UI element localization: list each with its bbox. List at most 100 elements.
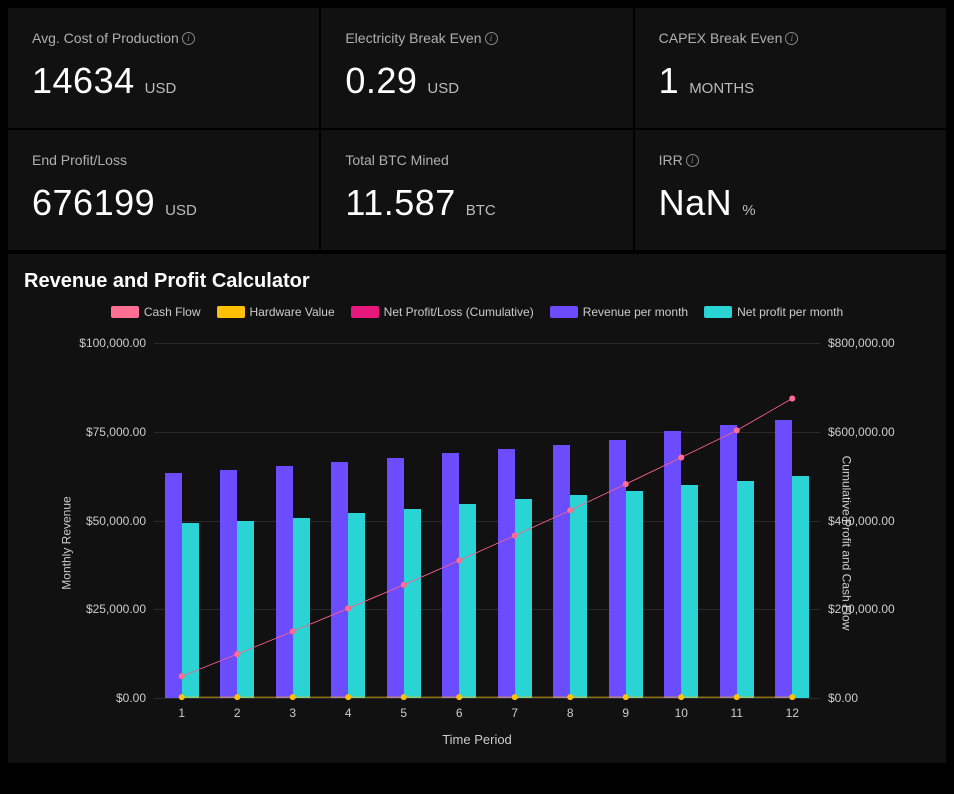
chart-marker[interactable]	[179, 673, 185, 679]
chart-marker[interactable]	[789, 694, 795, 700]
legend-swatch	[111, 306, 139, 318]
chart-plot: $0.00$0.00$25,000.00$200,000.00$50,000.0…	[154, 343, 820, 698]
chart-marker[interactable]	[345, 694, 351, 700]
metric-label: Avg. Cost of Productioni	[32, 30, 295, 46]
y-tick-right: $800,000.00	[820, 336, 895, 350]
metric-card: Total BTC Mined 11.587 BTC	[321, 130, 632, 250]
x-tick: 8	[567, 698, 574, 720]
x-tick: 4	[345, 698, 352, 720]
metric-card: End Profit/Loss 676199 USD	[8, 130, 319, 250]
metric-value: 0.29	[345, 60, 417, 102]
chart-marker[interactable]	[401, 582, 407, 588]
x-tick: 9	[622, 698, 629, 720]
legend-label: Hardware Value	[250, 305, 335, 319]
metric-value: 14634	[32, 60, 135, 102]
metric-label-text: Electricity Break Even	[345, 30, 481, 46]
chart-marker[interactable]	[567, 694, 573, 700]
x-tick: 10	[675, 698, 688, 720]
legend-item[interactable]: Net profit per month	[704, 305, 843, 319]
chart-marker[interactable]	[234, 694, 240, 700]
metric-unit: USD	[165, 202, 197, 219]
x-tick: 3	[289, 698, 296, 720]
metric-card: IRRi NaN%	[635, 130, 946, 250]
metric-card: CAPEX Break Eveni 1 MONTHS	[635, 8, 946, 128]
metric-value: 1	[659, 60, 680, 102]
y-tick-right: $200,000.00	[820, 602, 895, 616]
x-tick: 11	[731, 698, 743, 720]
metrics-grid: Avg. Cost of Productioni14634USDElectric…	[0, 0, 954, 252]
marker-layer	[154, 343, 820, 698]
chart-legend: Cash Flow Hardware Value Net Profit/Loss (…	[24, 305, 930, 319]
metric-value-row: 14634 USD	[32, 60, 295, 102]
legend-item[interactable]: Net Profit/Loss (Cumulative)	[351, 305, 534, 319]
chart-marker[interactable]	[567, 507, 573, 513]
metric-label: Total BTC Mined	[345, 152, 608, 168]
chart-marker[interactable]	[234, 651, 240, 657]
metric-label-text: End Profit/Loss	[32, 152, 127, 168]
info-icon[interactable]: i	[182, 32, 195, 45]
metric-unit: USD	[145, 80, 177, 97]
metric-label-text: Avg. Cost of Production	[32, 30, 179, 46]
metric-unit: USD	[427, 80, 459, 97]
chart-marker[interactable]	[290, 694, 296, 700]
metric-unit: BTC	[466, 202, 496, 219]
info-icon[interactable]: i	[686, 154, 699, 167]
metric-value: 11.587	[345, 182, 455, 224]
x-tick: 5	[400, 698, 407, 720]
metric-value: 676199	[32, 182, 155, 224]
chart-marker[interactable]	[456, 557, 462, 563]
chart-marker[interactable]	[290, 628, 296, 634]
metric-card: Avg. Cost of Productioni 14634 USD	[8, 8, 319, 128]
legend-swatch	[351, 306, 379, 318]
x-tick: 7	[511, 698, 518, 720]
metric-value-row: 0.29 USD	[345, 60, 608, 102]
legend-swatch	[550, 306, 578, 318]
legend-swatch	[217, 306, 245, 318]
legend-item[interactable]: Hardware Value	[217, 305, 335, 319]
metric-value: NaN	[659, 182, 733, 224]
metric-value-row: 11.587 BTC	[345, 182, 608, 224]
legend-label: Revenue per month	[583, 305, 688, 319]
info-icon[interactable]: i	[485, 32, 498, 45]
chart-area: Monthly Revenue Cumulative Profit and Ca…	[24, 333, 930, 753]
chart-marker[interactable]	[623, 481, 629, 487]
metric-label: Electricity Break Even i	[345, 30, 608, 46]
x-axis-label: Time Period	[442, 732, 512, 747]
metric-label: IRRi	[659, 152, 922, 168]
chart-marker[interactable]	[401, 694, 407, 700]
grid-line	[154, 698, 820, 699]
y-axis-label-left: Monthly Revenue	[60, 496, 74, 589]
metric-card: Electricity Break Even i 0.29 USD	[321, 8, 632, 128]
chart-marker[interactable]	[179, 694, 185, 700]
metric-value-row: NaN%	[659, 182, 922, 224]
chart-marker[interactable]	[678, 694, 684, 700]
chart-marker[interactable]	[789, 395, 795, 401]
metric-unit: MONTHS	[689, 80, 754, 97]
metric-label-text: IRR	[659, 152, 683, 168]
y-tick-right: $400,000.00	[820, 514, 895, 528]
legend-label: Net Profit/Loss (Cumulative)	[384, 305, 534, 319]
chart-marker[interactable]	[512, 694, 518, 700]
chart-section: Revenue and Profit Calculator Cash Flow H…	[8, 254, 946, 763]
x-tick: 12	[786, 698, 799, 720]
chart-marker[interactable]	[512, 533, 518, 539]
legend-label: Cash Flow	[144, 305, 201, 319]
chart-marker[interactable]	[734, 694, 740, 700]
chart-title: Revenue and Profit Calculator	[24, 270, 930, 293]
y-tick-right: $0.00	[820, 691, 858, 705]
chart-marker[interactable]	[345, 605, 351, 611]
chart-marker[interactable]	[456, 694, 462, 700]
chart-marker[interactable]	[734, 427, 740, 433]
chart-marker[interactable]	[678, 454, 684, 460]
x-tick: 1	[178, 698, 185, 720]
y-tick-left: $0.00	[116, 691, 154, 705]
legend-label: Net profit per month	[737, 305, 843, 319]
chart-marker[interactable]	[623, 694, 629, 700]
legend-swatch	[704, 306, 732, 318]
metric-value-row: 676199 USD	[32, 182, 295, 224]
info-icon[interactable]: i	[785, 32, 798, 45]
metric-value-row: 1 MONTHS	[659, 60, 922, 102]
legend-item[interactable]: Revenue per month	[550, 305, 688, 319]
metric-label: CAPEX Break Eveni	[659, 30, 922, 46]
legend-item[interactable]: Cash Flow	[111, 305, 201, 319]
